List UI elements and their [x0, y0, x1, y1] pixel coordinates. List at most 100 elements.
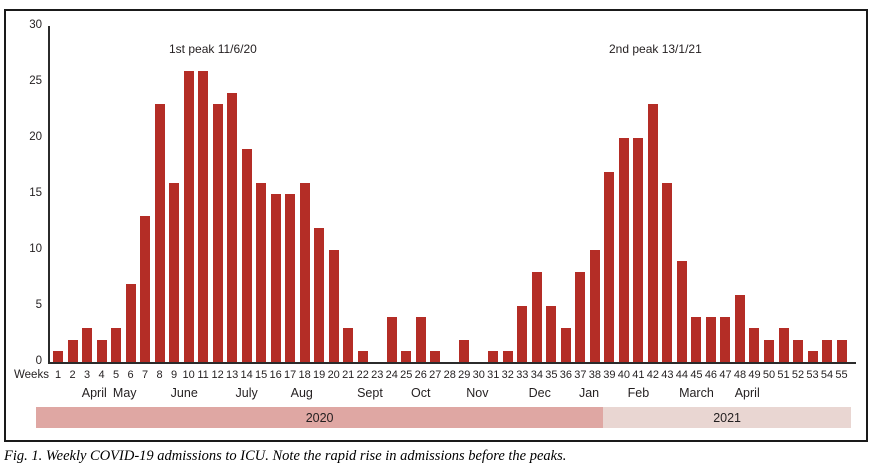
- week-label-54: 54: [820, 369, 834, 381]
- month-label-dec: Dec: [528, 386, 551, 400]
- week-label-48: 48: [733, 369, 747, 381]
- week-label-41: 41: [632, 369, 645, 381]
- week-label-29: 29: [458, 369, 471, 381]
- bar-week-55: [836, 339, 847, 362]
- bar-week-50: [763, 339, 774, 362]
- week-label-14: 14: [240, 369, 253, 381]
- bar-week-10: [183, 70, 194, 362]
- week-label-25: 25: [400, 369, 413, 381]
- bar-week-44: [676, 261, 687, 362]
- week-label-36: 36: [559, 369, 572, 381]
- week-label-34: 34: [530, 369, 543, 381]
- bar-week-20: [328, 250, 339, 362]
- bar-week-33: [517, 306, 528, 362]
- week-label-52: 52: [791, 369, 805, 381]
- bar-week-35: [546, 306, 557, 362]
- week-label-51: 51: [777, 369, 790, 381]
- week-label-21: 21: [342, 369, 355, 381]
- bar-week-4: [96, 339, 107, 362]
- week-label-3: 3: [83, 369, 91, 381]
- month-label-june: June: [170, 386, 198, 400]
- bar-week-41: [633, 138, 644, 362]
- bar-week-27: [430, 350, 441, 362]
- y-tick-label: 15: [29, 187, 42, 199]
- week-label-49: 49: [748, 369, 761, 381]
- week-label-11: 11: [197, 369, 209, 381]
- bar-week-5: [111, 328, 122, 362]
- week-label-46: 46: [704, 369, 718, 381]
- week-label-16: 16: [269, 369, 282, 381]
- bar-week-48: [734, 294, 745, 362]
- bar-week-26: [415, 317, 426, 362]
- bar-week-16: [270, 194, 281, 362]
- bar-week-36: [560, 328, 571, 362]
- week-label-15: 15: [255, 369, 268, 381]
- week-label-42: 42: [646, 369, 660, 381]
- month-label-feb: Feb: [627, 386, 650, 400]
- week-label-27: 27: [429, 369, 442, 381]
- week-label-12: 12: [211, 369, 224, 381]
- month-label-march: March: [679, 386, 714, 400]
- bar-week-15: [256, 182, 267, 362]
- month-label-sept: Sept: [357, 386, 383, 400]
- week-label-32: 32: [501, 369, 514, 381]
- bar-week-9: [169, 182, 180, 362]
- x-axis-title: Weeks: [14, 369, 49, 381]
- bar-week-21: [343, 328, 354, 362]
- bar-week-45: [691, 317, 702, 362]
- bar-week-7: [140, 216, 151, 362]
- bar-week-34: [531, 272, 542, 362]
- bar-week-42: [647, 104, 658, 362]
- week-label-2: 2: [69, 369, 76, 381]
- figure-caption: Fig. 1. Weekly COVID-19 admissions to IC…: [4, 448, 567, 464]
- week-label-38: 38: [588, 369, 601, 381]
- bar-week-54: [822, 339, 833, 362]
- week-label-18: 18: [298, 369, 311, 381]
- week-label-23: 23: [371, 369, 384, 381]
- bar-week-49: [749, 328, 760, 362]
- bar-week-38: [589, 250, 600, 362]
- week-label-55: 55: [835, 369, 848, 381]
- week-label-31: 31: [487, 369, 500, 381]
- week-label-43: 43: [661, 369, 674, 381]
- bar-week-51: [778, 328, 789, 362]
- year-bands: 2020 2021: [36, 407, 851, 428]
- y-tick-label: 0: [35, 355, 42, 367]
- week-label-28: 28: [443, 369, 456, 381]
- y-tick-label: 30: [29, 19, 42, 31]
- week-label-4: 4: [98, 369, 105, 381]
- bar-week-39: [604, 171, 615, 362]
- week-label-22: 22: [356, 369, 369, 381]
- month-label-july: July: [235, 386, 258, 400]
- y-tick-label: 10: [29, 243, 42, 255]
- week-label-17: 17: [284, 369, 297, 381]
- week-label-13: 13: [225, 369, 239, 381]
- bar-week-37: [575, 272, 586, 362]
- bar-week-53: [807, 350, 818, 362]
- bar-week-11: [198, 70, 209, 362]
- y-tick-label: 5: [35, 299, 42, 311]
- bar-week-31: [488, 350, 499, 362]
- week-label-35: 35: [545, 369, 558, 381]
- year-band-2020: 2020: [36, 407, 604, 428]
- bar-week-3: [82, 328, 93, 362]
- bar-week-52: [793, 339, 803, 362]
- week-label-9: 9: [171, 369, 178, 381]
- bar-week-6: [125, 283, 136, 362]
- x-axis-line: [48, 362, 856, 364]
- month-label-jan: Jan: [578, 386, 600, 400]
- second-peak-annotation: 2nd peak 13/1/21: [609, 42, 702, 56]
- bar-week-14: [241, 149, 252, 362]
- week-label-45: 45: [690, 369, 703, 381]
- week-label-40: 40: [617, 369, 630, 381]
- y-tick-label: 25: [29, 75, 42, 87]
- month-label-oct: Oct: [411, 386, 431, 400]
- bar-week-1: [53, 350, 63, 362]
- bar-week-40: [618, 138, 629, 362]
- week-label-26: 26: [414, 369, 427, 381]
- year-band-2021: 2021: [603, 407, 851, 428]
- year-label-2021: 2021: [713, 410, 742, 425]
- week-label-30: 30: [472, 369, 485, 381]
- bar-week-32: [502, 350, 513, 362]
